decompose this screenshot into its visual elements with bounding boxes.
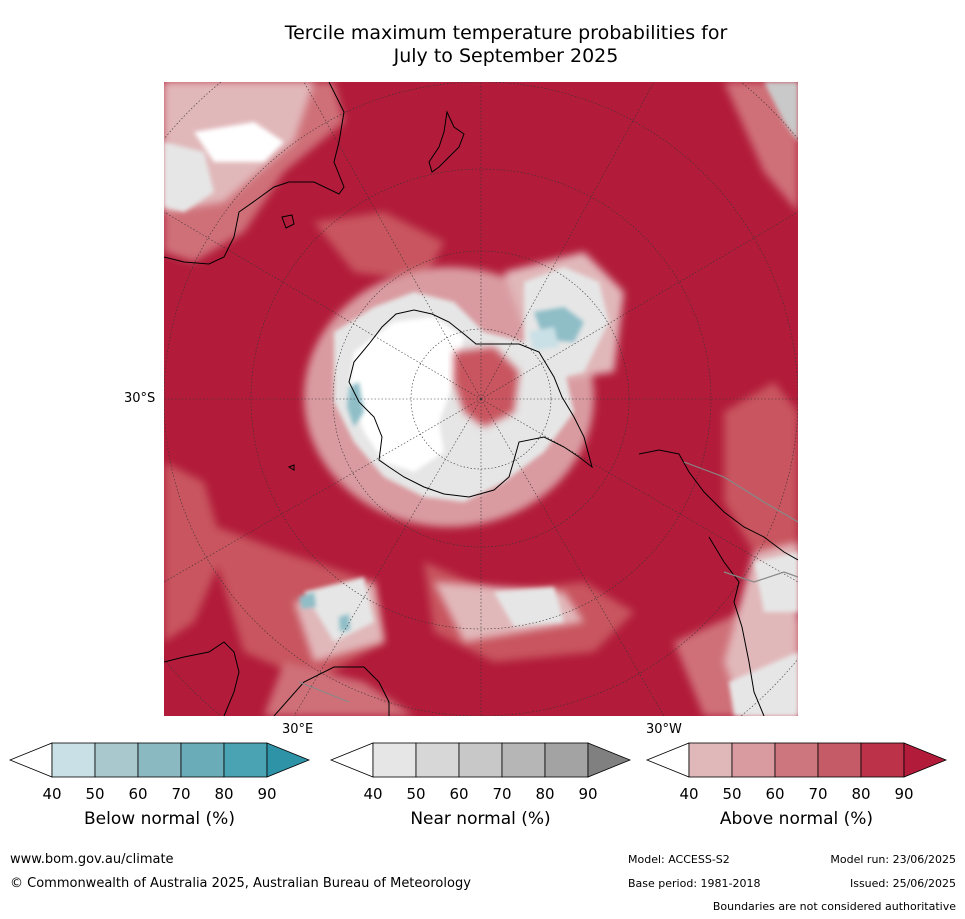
- colorbar-segment: [544, 742, 589, 778]
- colorbar-tick-label: 50: [722, 785, 742, 803]
- colorbar-tick-label: 50: [85, 785, 105, 803]
- footer-issued: Issued: 25/06/2025: [849, 877, 956, 890]
- footer-base-period: Base period: 1981-2018: [628, 877, 761, 890]
- colorbar-tick-label: 70: [171, 785, 191, 803]
- country-borders: [298, 461, 798, 703]
- colorbar-extend-high: [266, 742, 311, 778]
- colorbar-tick-label: 40: [363, 785, 383, 803]
- colorbar-extend-high: [903, 742, 948, 778]
- antarctica-coast: [348, 309, 593, 498]
- colorbar-tick-label: 90: [257, 785, 277, 803]
- africa-coast: [164, 641, 240, 716]
- colorbar-tick-label: 40: [42, 785, 62, 803]
- colorbar-0: 40 50 60 70 80 90 Below normal (%): [8, 742, 311, 829]
- colorbar-extend-low: [8, 742, 53, 778]
- footer-copyright: © Commonwealth of Australia 2025, Austra…: [10, 876, 471, 891]
- low-probability-core: [349, 317, 464, 472]
- colorbar-segment: [51, 742, 96, 778]
- colorbar-2: 40 50 60 70 80 90 Above normal (%): [645, 742, 948, 829]
- colorbar-extend-low: [329, 742, 374, 778]
- footer-model: Model: ACCESS-S2: [628, 853, 730, 866]
- colorbar-title: Near normal (%): [410, 809, 551, 829]
- colorbar-segment: [137, 742, 182, 778]
- coastlines: [164, 82, 798, 716]
- colorbar-tick-label: 40: [679, 785, 699, 803]
- colorbar-title: Below normal (%): [84, 809, 235, 829]
- colorbar-segment: [458, 742, 503, 778]
- colorbar-tick-label: 80: [535, 785, 555, 803]
- colorbar-tick-label: 60: [128, 785, 148, 803]
- title-line-1: Tercile maximum temperature probabilitie…: [284, 22, 728, 44]
- west-antarctica-above: [454, 347, 519, 427]
- chart-title: Tercile maximum temperature probabilitie…: [164, 22, 848, 68]
- colorbar-segment: [415, 742, 460, 778]
- colorbar-segment: [180, 742, 225, 778]
- footer-model-run: Model run: 23/06/2025: [830, 853, 956, 866]
- probability-map: [164, 82, 798, 716]
- colorbar-segment: [501, 742, 546, 778]
- colorbar-extend-high: [587, 742, 632, 778]
- colorbar-segment: [860, 742, 905, 778]
- lon-label-30w: 30°W: [646, 722, 682, 737]
- colorbar-segment: [372, 742, 417, 778]
- colorbar-tick-label: 80: [214, 785, 234, 803]
- australia-coast: [164, 82, 345, 265]
- colorbar-tick-label: 80: [851, 785, 871, 803]
- colorbar-segment: [223, 742, 268, 778]
- colorbar-extend-low: [645, 742, 690, 778]
- graticule: [164, 82, 798, 716]
- colorbar-segment: [774, 742, 819, 778]
- title-line-2: July to September 2025: [393, 45, 619, 67]
- map-panel[interactable]: [164, 82, 798, 716]
- colorbar-1: 40 50 60 70 80 90 Near normal (%): [329, 742, 632, 829]
- colorbar-tick-label: 90: [894, 785, 914, 803]
- colorbar-segment: [94, 742, 139, 778]
- colorbar-tick-label: 90: [578, 785, 598, 803]
- lon-label-30e: 30°E: [282, 722, 314, 737]
- colorbar-segment: [731, 742, 776, 778]
- lat-label-30s: 30°S: [124, 391, 156, 406]
- footer-disclaimer: Boundaries are not considered authoritat…: [712, 900, 956, 913]
- colorbar-tick-label: 60: [765, 785, 785, 803]
- colorbar-title: Above normal (%): [719, 809, 874, 829]
- colorbar-segment: [688, 742, 733, 778]
- colorbar-tick-label: 50: [406, 785, 426, 803]
- south-america-coast: [638, 449, 798, 561]
- footer-website[interactable]: www.bom.gov.au/climate: [10, 852, 174, 867]
- colorbar-tick-label: 70: [492, 785, 512, 803]
- colorbar-tick-label: 60: [449, 785, 469, 803]
- colorbar-segment: [817, 742, 862, 778]
- below-normal-zones: [299, 307, 584, 632]
- new-zealand-coast: [428, 110, 465, 173]
- tasmania-coast: [281, 214, 295, 229]
- colorbar-tick-label: 70: [808, 785, 828, 803]
